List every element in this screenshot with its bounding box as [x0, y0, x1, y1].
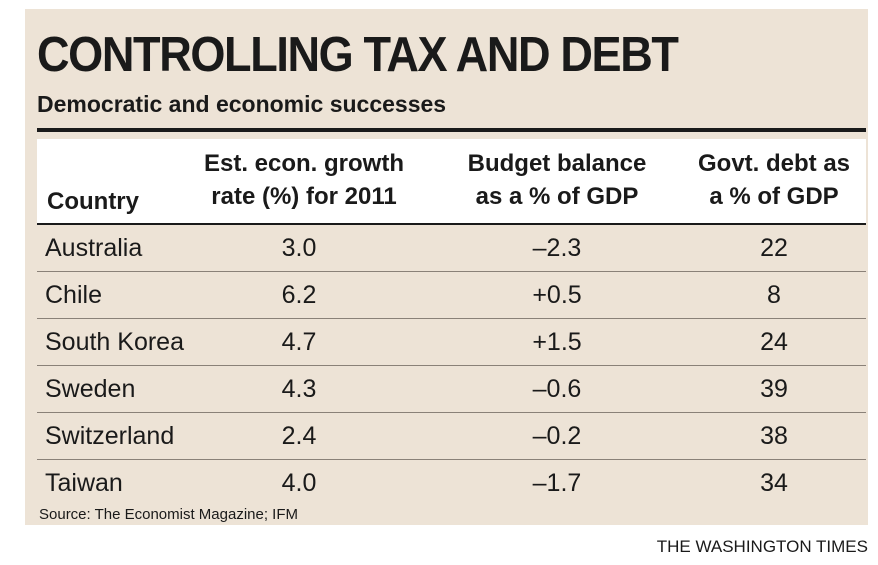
cell-country: South Korea [45, 328, 184, 356]
cell-growth: 4.0 [281, 469, 317, 497]
column-header-line: Country [47, 188, 139, 215]
cell-growth: 4.7 [281, 328, 317, 356]
source-note: Source: The Economist Magazine; IFM [39, 506, 298, 523]
column-header-growth: Est. econ. growth rate (%) for 2011 [179, 147, 429, 213]
table-row: Switzerland 2.4 –0.2 38 [37, 413, 866, 460]
cell-growth: 6.2 [281, 281, 317, 309]
cell-growth: 4.3 [281, 375, 317, 403]
cell-budget: –1.7 [532, 469, 582, 497]
column-header-line: Est. econ. growth [203, 150, 404, 177]
cell-budget: –0.6 [532, 375, 582, 403]
cell-country: Australia [45, 234, 143, 262]
cell-debt: 24 [760, 328, 788, 356]
header-rule [37, 223, 866, 225]
table-row: Sweden 4.3 –0.6 39 [37, 366, 866, 413]
cell-budget: –0.2 [532, 422, 582, 450]
table-row: Chile 6.2 +0.5 8 [37, 272, 866, 319]
cell-budget: +0.5 [532, 281, 582, 309]
publisher-credit: THE WASHINGTON TIMES [656, 537, 868, 556]
cell-debt: 38 [760, 422, 788, 450]
cell-country: Switzerland [45, 422, 175, 450]
table-row: South Korea 4.7 +1.5 24 [37, 319, 866, 366]
table-header: Country Est. econ. growth rate (%) for 2… [37, 139, 866, 223]
cell-debt: 8 [767, 281, 781, 309]
column-header-country: Country [47, 185, 139, 218]
cell-growth: 2.4 [281, 422, 317, 450]
cell-debt: 34 [760, 469, 788, 497]
column-header-line: Budget balance [467, 150, 647, 177]
table-row: Australia 3.0 –2.3 22 [37, 225, 866, 272]
column-header-line: a % of GDP [709, 183, 839, 210]
chart-panel: CONTROLLING TAX AND DEBT Democratic and … [25, 9, 868, 525]
table-row: Taiwan 4.0 –1.7 34 [37, 460, 866, 506]
title-rule [37, 128, 866, 132]
chart-subtitle: Democratic and economic successes [37, 91, 447, 117]
column-header-line: rate (%) for 2011 [211, 183, 397, 210]
cell-country: Taiwan [45, 469, 123, 497]
column-header-line: Govt. debt as [697, 150, 851, 177]
cell-debt: 22 [760, 234, 788, 262]
cell-country: Chile [45, 281, 102, 309]
table-body: Australia 3.0 –2.3 22 Chile 6.2 +0.5 8 S… [37, 225, 866, 506]
cell-growth: 3.0 [281, 234, 317, 262]
column-header-budget: Budget balance as a % of GDP [429, 147, 685, 213]
cell-budget: +1.5 [532, 328, 582, 356]
column-header-line: as a % of GDP [475, 183, 639, 210]
cell-budget: –2.3 [532, 234, 582, 262]
column-header-debt: Govt. debt as a % of GDP [685, 147, 863, 213]
chart-title: CONTROLLING TAX AND DEBT [37, 28, 679, 82]
cell-debt: 39 [760, 375, 788, 403]
cell-country: Sweden [45, 375, 136, 403]
